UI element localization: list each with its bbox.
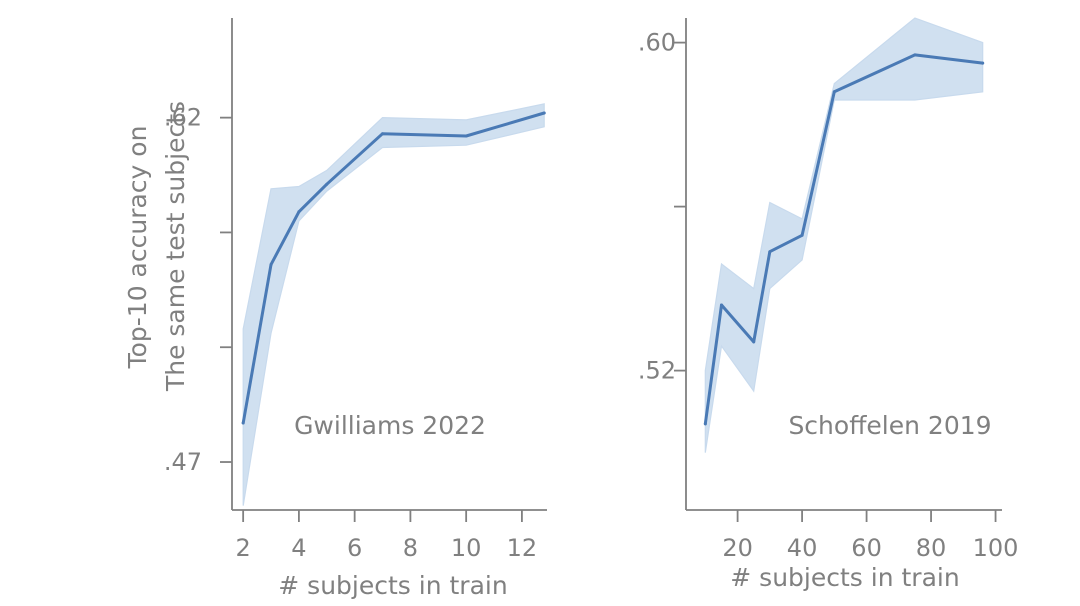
confidence-band-schoffelen (704, 17, 984, 453)
data-point-schoffelen (703, 422, 707, 426)
x-tick-label-schoffelen: 80 (916, 534, 947, 562)
x-axis-title-schoffelen: # subjects in train (730, 563, 959, 592)
y-axis-label-line-2: The same test subjects (161, 101, 190, 392)
x-tick-label-schoffelen: 100 (973, 534, 1019, 562)
x-axis-title-gwilliams: # subjects in train (278, 571, 507, 600)
chart-panel-gwilliams: .47 .62 2 4 6 8 10 12 Gwilliams 2022 # subjects i… (164, 18, 547, 600)
x-tick-label-schoffelen: 20 (722, 534, 753, 562)
data-point-gwilliams (241, 421, 245, 425)
data-point-gwilliams (269, 263, 273, 267)
x-tick-label-gwilliams: 10 (451, 534, 482, 562)
data-point-schoffelen (981, 61, 985, 65)
data-point-schoffelen (752, 340, 756, 344)
y-tick-label-gwilliams: .47 (164, 448, 202, 476)
data-point-schoffelen (719, 303, 723, 307)
y-tick-label-gwilliams: .62 (164, 104, 202, 132)
y-axis-label: Top-10 accuracy on The same test subject… (123, 101, 190, 392)
x-tick-label-gwilliams: 2 (236, 534, 251, 562)
x-tick-label-gwilliams: 8 (403, 534, 418, 562)
y-axis-label-line-1: Top-10 accuracy on (123, 126, 152, 370)
y-tick-label-schoffelen: .52 (638, 357, 676, 385)
data-point-gwilliams (381, 132, 385, 136)
confidence-band-gwilliams (242, 103, 545, 506)
series-line-gwilliams (241, 111, 546, 425)
series-line-schoffelen (703, 53, 985, 426)
x-tick-label-gwilliams: 12 (507, 534, 538, 562)
data-point-schoffelen (768, 250, 772, 254)
chart-panel-schoffelen: .52 .60 20 40 60 80 100 Schoffelen 2019 # subjec… (638, 17, 1019, 592)
data-point-schoffelen (800, 233, 804, 237)
data-point-gwilliams (297, 210, 301, 214)
data-point-gwilliams (542, 111, 546, 115)
data-point-schoffelen (832, 90, 836, 94)
x-tick-label-gwilliams: 4 (291, 534, 306, 562)
panel-annotation-gwilliams: Gwilliams 2022 (294, 411, 486, 440)
x-tick-label-schoffelen: 40 (787, 534, 818, 562)
data-point-schoffelen (913, 53, 917, 57)
panel-annotation-schoffelen: Schoffelen 2019 (788, 411, 991, 440)
y-tick-label-schoffelen: .60 (638, 29, 676, 57)
data-point-gwilliams (464, 134, 468, 138)
x-tick-label-gwilliams: 6 (347, 534, 362, 562)
data-point-gwilliams (325, 182, 329, 186)
x-tick-label-schoffelen: 60 (851, 534, 882, 562)
